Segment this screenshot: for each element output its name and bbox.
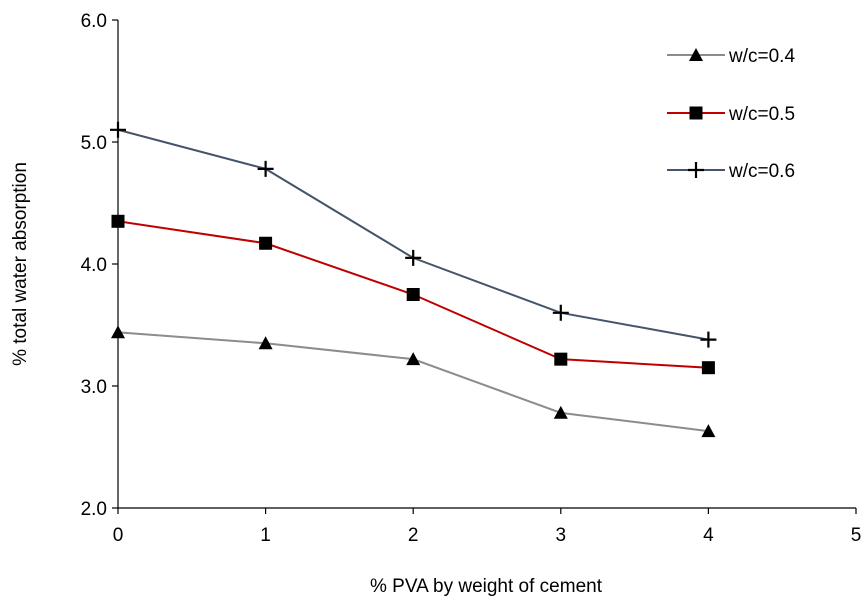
data-point (553, 405, 568, 419)
legend-item: w/c=0.5 (667, 104, 795, 125)
axes (117, 20, 856, 509)
data-point (406, 352, 421, 366)
data-point (700, 331, 717, 348)
x-axis-title: % PVA by weight of cement (370, 576, 603, 597)
y-ticks: 2.0 3.0 4.0 5.0 6.0 (81, 11, 118, 520)
x-tick-label: 5 (851, 525, 862, 546)
series-plus (110, 121, 717, 348)
data-point (257, 160, 274, 177)
legend-item: w/c=0.6 (667, 161, 795, 182)
series-line (117, 331, 709, 433)
data-point (111, 325, 125, 339)
legend-marker (688, 162, 704, 178)
y-tick-label: 3.0 (81, 377, 107, 398)
x-tick-label: 2 (408, 525, 419, 546)
data-point (259, 236, 273, 250)
y-axis-title: % total water absorption (10, 162, 31, 366)
series-layer (110, 121, 717, 438)
y-tick-label: 2.0 (81, 499, 107, 520)
legend-label: w/c=0.4 (728, 46, 795, 67)
x-tick-label: 0 (113, 525, 124, 546)
x-tick-label: 4 (703, 525, 714, 546)
data-point (111, 214, 125, 228)
data-point (405, 249, 422, 266)
data-point (110, 121, 126, 138)
legend-marker (689, 106, 703, 120)
data-point (701, 424, 716, 438)
legend-label: w/c=0.5 (728, 104, 795, 125)
legend-marker (689, 48, 703, 61)
data-point (406, 288, 420, 301)
x-tick-label: 1 (260, 525, 271, 546)
y-tick-label: 5.0 (81, 133, 107, 154)
y-tick-label: 6.0 (81, 11, 107, 32)
legend-item: w/c=0.4 (667, 46, 795, 67)
data-point (701, 361, 715, 375)
data-point (552, 304, 569, 321)
x-tick-label: 3 (556, 525, 567, 546)
series-triangle (111, 325, 716, 438)
series-square (111, 214, 715, 375)
data-point (554, 352, 568, 366)
x-ticks: 0 1 2 3 4 5 (113, 508, 862, 546)
legend: w/c=0.4 w/c=0.5 w/c=0.6 (667, 46, 795, 182)
y-tick-label: 4.0 (81, 255, 107, 276)
legend-label: w/c=0.6 (728, 161, 795, 182)
data-point (258, 336, 273, 350)
